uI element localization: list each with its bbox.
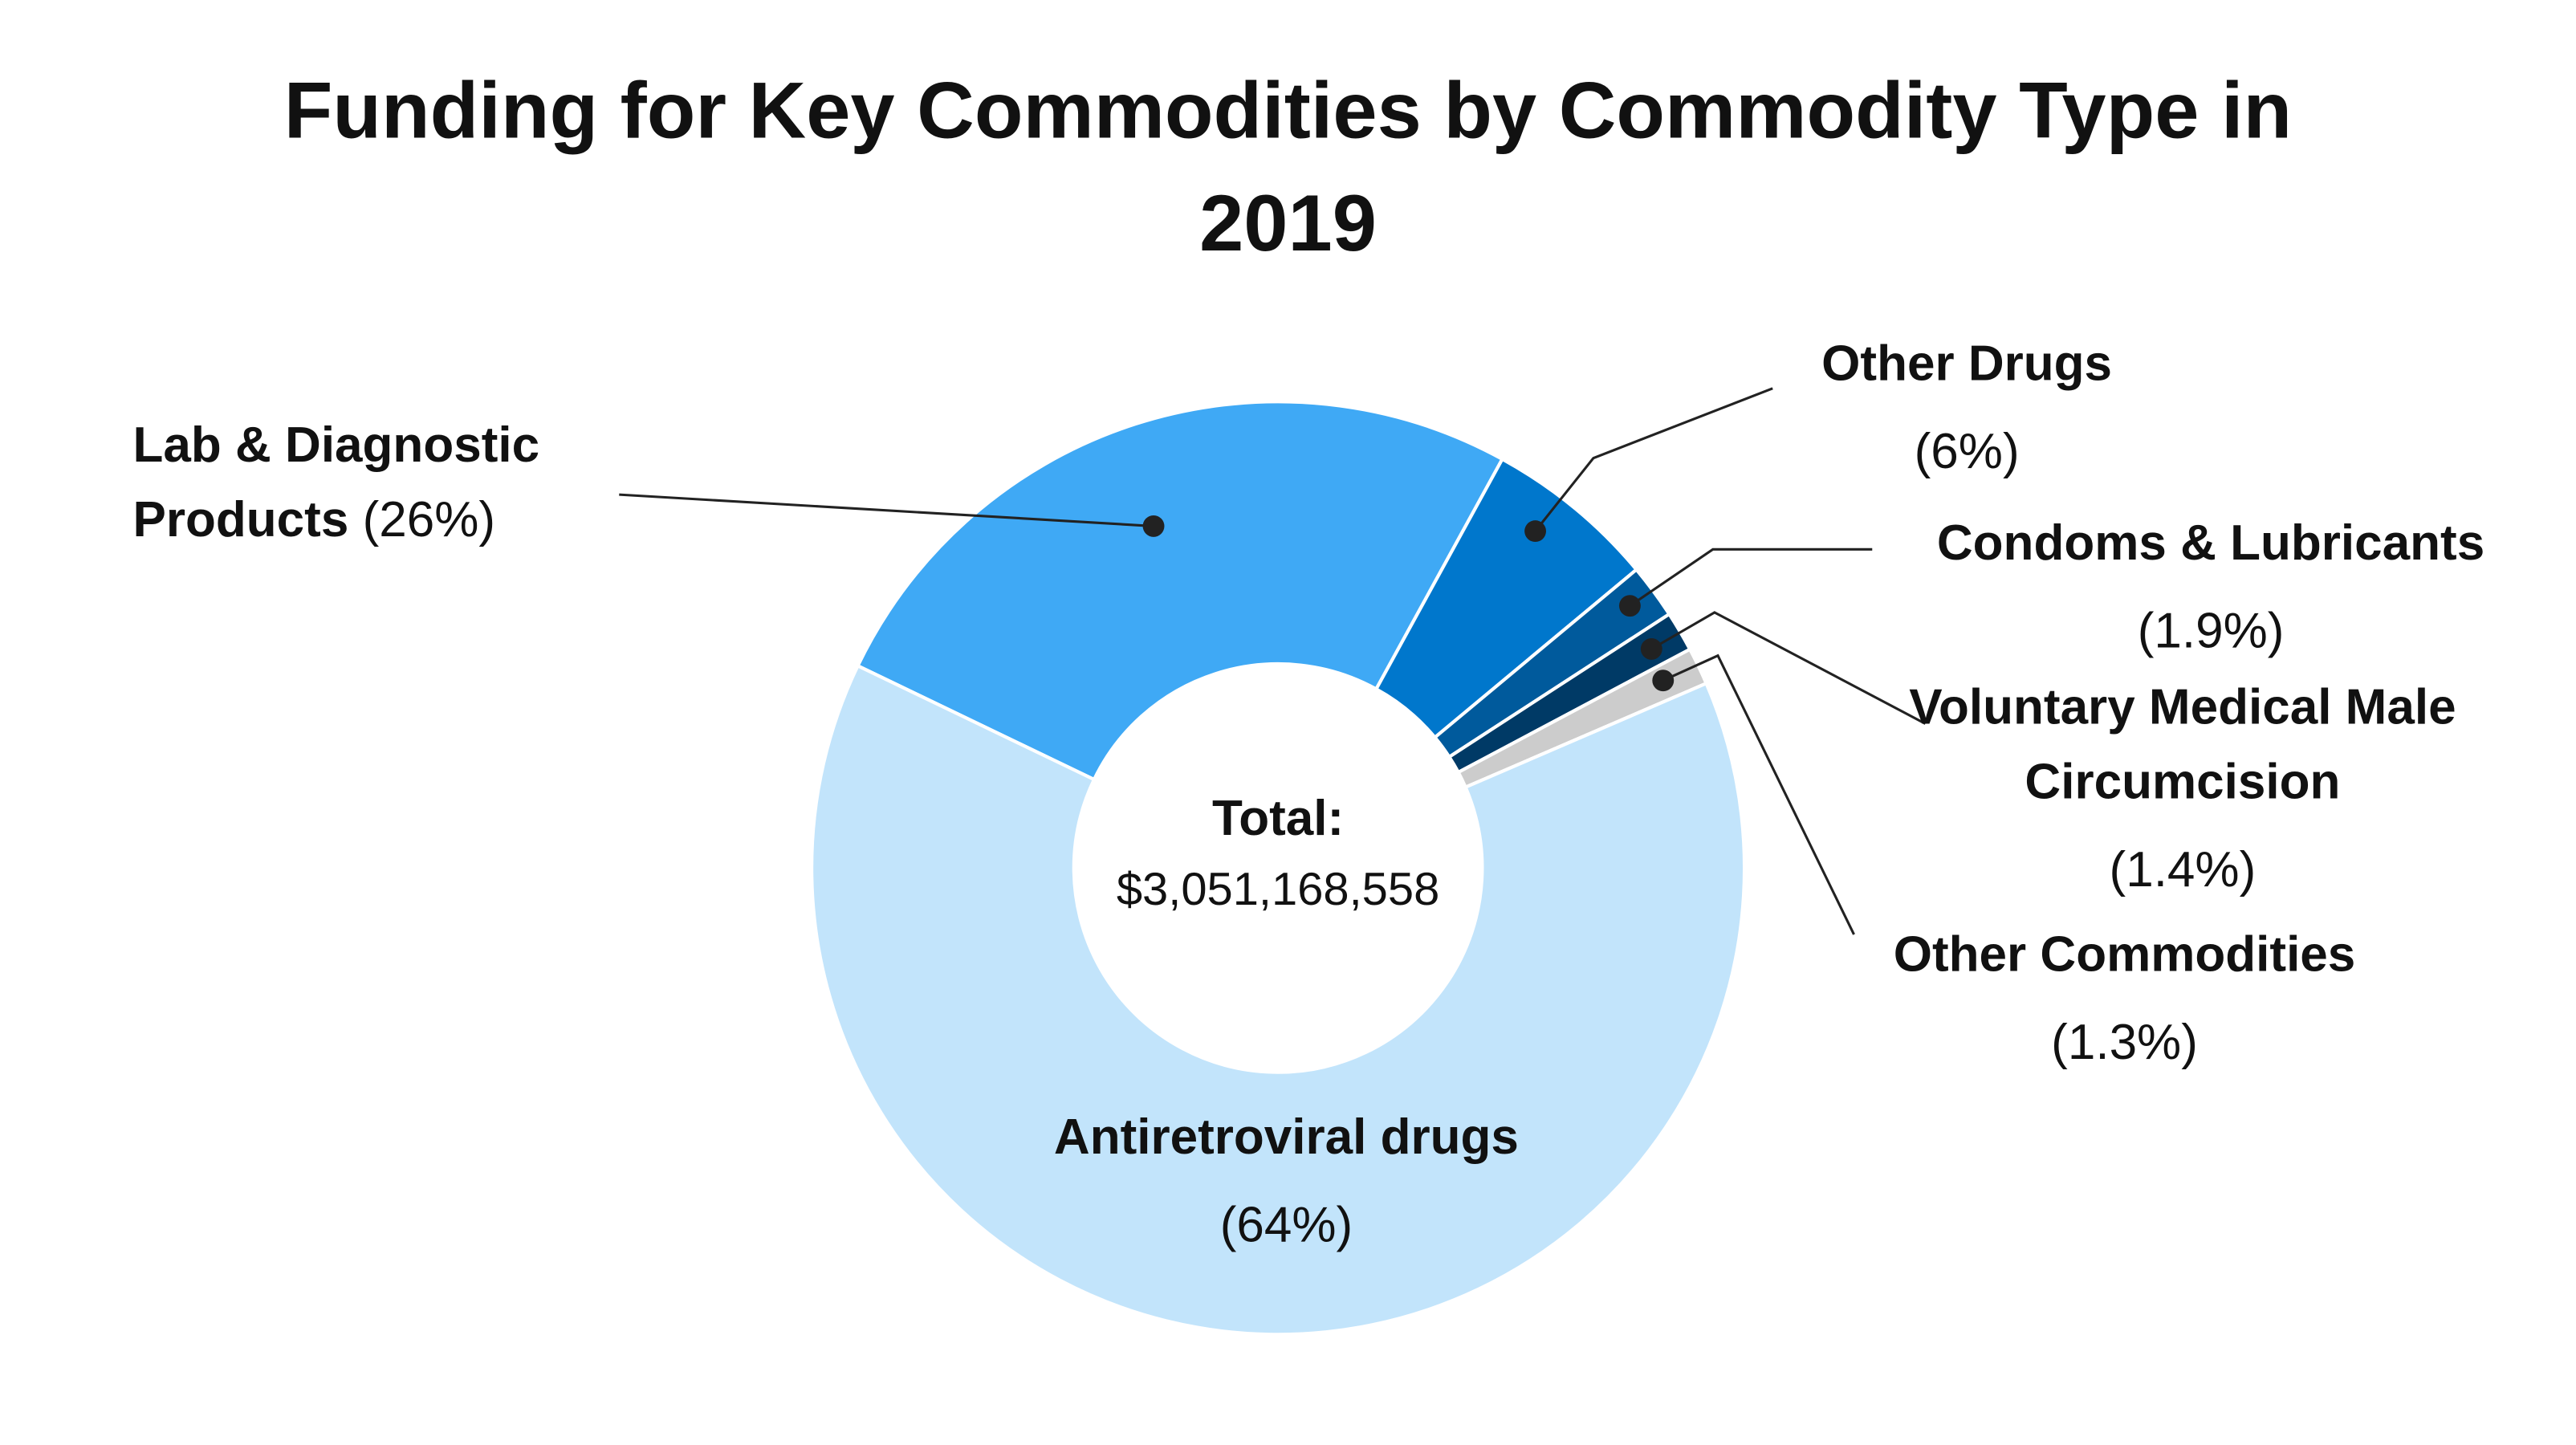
chart-title: Funding for Key Commodities by Commodity… — [283, 67, 2293, 270]
donut-slice — [855, 400, 1505, 782]
leader-dot — [1524, 520, 1547, 543]
label-box: Antiretroviral drugs (64%) — [954, 1101, 1618, 1264]
label-box: Other Drugs (6%) — [1718, 327, 2216, 490]
slice-name: Condoms & Lubricants — [1936, 516, 2485, 572]
leader-line — [1534, 387, 1773, 532]
slice-name: Antiretroviral drugs — [1053, 1110, 1519, 1166]
slice-label: Lab & Diagnostic Products (26%) — [132, 409, 630, 558]
slice-label: Condoms & Lubricants (1.9%) — [1879, 507, 2543, 670]
slice-name: Other Commodities — [1893, 927, 2356, 983]
slice-name: Other Drugs — [1821, 336, 2113, 392]
center-box: Total: $3,051,168,558 — [1062, 784, 1494, 923]
slice-name: Lab & Diagnostic Products — [132, 418, 540, 548]
slice-value: (26%) — [362, 493, 496, 548]
center-label: Total: — [1211, 792, 1345, 847]
slice-value: (1.3%) — [2051, 1016, 2198, 1071]
slice-value: (1.9%) — [2137, 604, 2285, 659]
slice-value: (1.4%) — [2109, 843, 2257, 898]
leader-line — [619, 493, 1154, 527]
title-box: Funding for Key Commodities by Commodity… — [283, 67, 2293, 270]
label-box: Lab & Diagnostic Products (26%) — [132, 409, 630, 558]
leader-dot — [1618, 595, 1641, 617]
slice-label: Voluntary Medical Male Circumcision (1.4%… — [1892, 670, 2473, 908]
label-box: Voluntary Medical Male Circumcision (1.4%… — [1892, 670, 2473, 908]
slice-value: (6%) — [1914, 425, 2020, 480]
slice-label: Other Commodities (1.3%) — [1834, 918, 2415, 1081]
leader-line — [1650, 611, 1927, 725]
slice-label: Antiretroviral drugs (64%) — [954, 1101, 1618, 1264]
leader-dot — [1142, 515, 1165, 537]
leader-dot — [1652, 670, 1675, 692]
center-text: Total: $3,051,168,558 — [1062, 784, 1494, 923]
label-box: Other Commodities (1.3%) — [1834, 918, 2415, 1081]
leader-line — [1662, 653, 1855, 935]
label-box: Condoms & Lubricants (1.9%) — [1879, 507, 2543, 670]
center-value: $3,051,168,558 — [1116, 862, 1440, 914]
donut-slice — [810, 663, 1747, 1337]
slice-label: Other Drugs (6%) — [1718, 327, 2216, 490]
slice-value: (64%) — [1219, 1198, 1353, 1253]
slice-name: Voluntary Medical Male Circumcision — [1909, 680, 2456, 810]
leader-dot — [1640, 637, 1662, 660]
leader-line — [1629, 547, 1873, 607]
